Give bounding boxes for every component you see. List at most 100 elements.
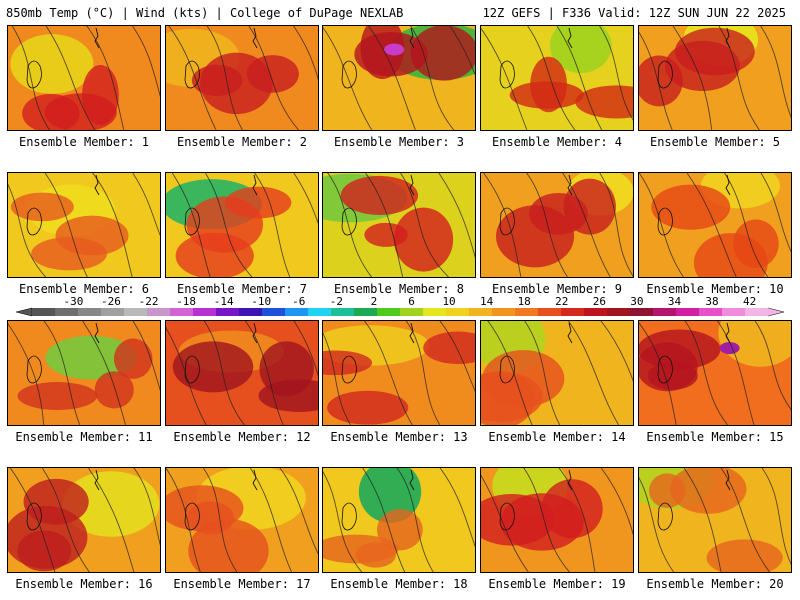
height-contour [323,27,373,130]
height-contour [409,26,455,130]
warm-region [364,222,408,247]
colorbar-swatch [124,308,148,316]
ensemble-panel-3 [322,25,476,131]
height-contour [524,321,561,425]
colorbar-swatch [538,308,562,316]
terrain-outline [26,207,42,236]
warm-region [664,40,740,92]
height-contour [672,26,713,130]
warm-region [340,175,419,216]
ensemble-member-label: Ensemble Member: 17 [173,577,311,591]
height-contour [438,173,475,259]
ensemble-panel-16 [7,467,161,573]
colorbar-swatch [239,308,263,316]
height-contour [171,173,211,277]
height-contour [204,173,253,277]
ensemble-panel-8 [322,172,476,278]
warm-region [323,350,373,376]
cool-region [10,34,94,94]
ensemble-panel-12 [165,320,319,426]
height-contour [439,321,475,393]
temperature-colorbar: -30 -26 -22 -18 -14 -10 -6 -2 2 6 10 14 18 22 26 30 34 38… [15,295,785,317]
height-contour [639,477,675,572]
warm-region [529,192,588,235]
colorbar-tick-label: 34 [668,295,682,308]
ensemble-panel-20 [638,467,792,573]
terrain-outline [409,322,415,344]
colorbar-tick-label: -22 [139,295,159,308]
colorbar-swatch [170,308,194,316]
terrain-outline [657,355,673,384]
warm-region [94,371,134,409]
height-contour [760,173,791,253]
terrain-outline [725,469,731,491]
height-contour [364,173,404,277]
height-contour [600,321,633,382]
height-contour [558,468,596,572]
warm-region [481,371,543,423]
height-contour [439,468,475,548]
ensemble-panel-19 [480,467,634,573]
ensemble-member-label: Ensemble Member: 3 [333,135,465,149]
height-contour [133,468,160,546]
warm-region [393,207,454,272]
colorbar-tick-label: -10 [251,295,271,308]
colorbar-swatch [561,308,585,316]
ensemble-member-label: Ensemble Member: 9 [491,282,623,296]
ensemble-member-label: Ensemble Member: 8 [333,282,465,296]
warm-region [693,233,768,277]
ensemble-member-label: Ensemble Member: 2 [176,135,308,149]
colorbar-swatch [32,308,56,316]
ensemble-member-label: Ensemble Member: 11 [15,430,153,444]
height-contour [87,468,135,572]
height-contour [279,468,318,555]
terrain-outline [184,502,200,531]
colorbar-swatch [285,308,309,316]
terrain-outline [725,322,731,344]
warm-region [113,338,153,379]
height-contour [166,327,207,425]
warm-region [669,468,747,514]
ensemble-panel-6 [7,172,161,278]
ensemble-panel-17 [165,467,319,573]
colorbar-swatch [515,308,539,316]
height-contour [449,26,475,76]
height-contour [82,321,126,425]
ensemble-member-label: Ensemble Member: 6 [18,282,150,296]
ensemble-panel-10 [638,172,792,278]
height-contour [44,173,88,277]
terrain-outline [657,60,673,89]
height-contour [248,26,300,130]
colorbar-tick-label: 26 [593,295,606,308]
warm-region [31,237,107,271]
ensemble-panel-18 [322,467,476,573]
warm-region [172,341,254,393]
ensemble-member-label: Ensemble Member: 13 [330,430,468,444]
ensemble-member-label: Ensemble Member: 1 [18,135,150,149]
colorbar-swatch [630,308,654,316]
colorbar-tick-label: 14 [480,295,494,308]
terrain-outline [567,469,573,491]
ensemble-member-label: Ensemble Member: 20 [646,577,784,591]
height-contour [639,322,677,425]
terrain-outline [499,502,515,531]
height-contour [567,321,620,425]
warm-region [481,494,555,546]
colorbar-swatch [607,308,631,316]
cool-region [718,321,791,367]
colorbar-tick-label: 22 [555,295,568,308]
height-contour [718,26,761,130]
ensemble-member-label: Ensemble Member: 19 [488,577,626,591]
terrain-outline [252,322,258,344]
colorbar-swatch [101,308,125,316]
height-contour [293,173,318,225]
ensemble-panel-4 [480,25,634,131]
ensemble-member-label: Ensemble Member: 12 [173,430,311,444]
colorbar-swatch [653,308,677,316]
cool-region [549,26,612,74]
colorbar-tick-label: 38 [705,295,718,308]
terrain-outline [567,322,573,344]
height-contour [168,26,217,130]
colorbar-swatch [676,308,700,316]
colorbar-tick-label: 10 [442,295,455,308]
